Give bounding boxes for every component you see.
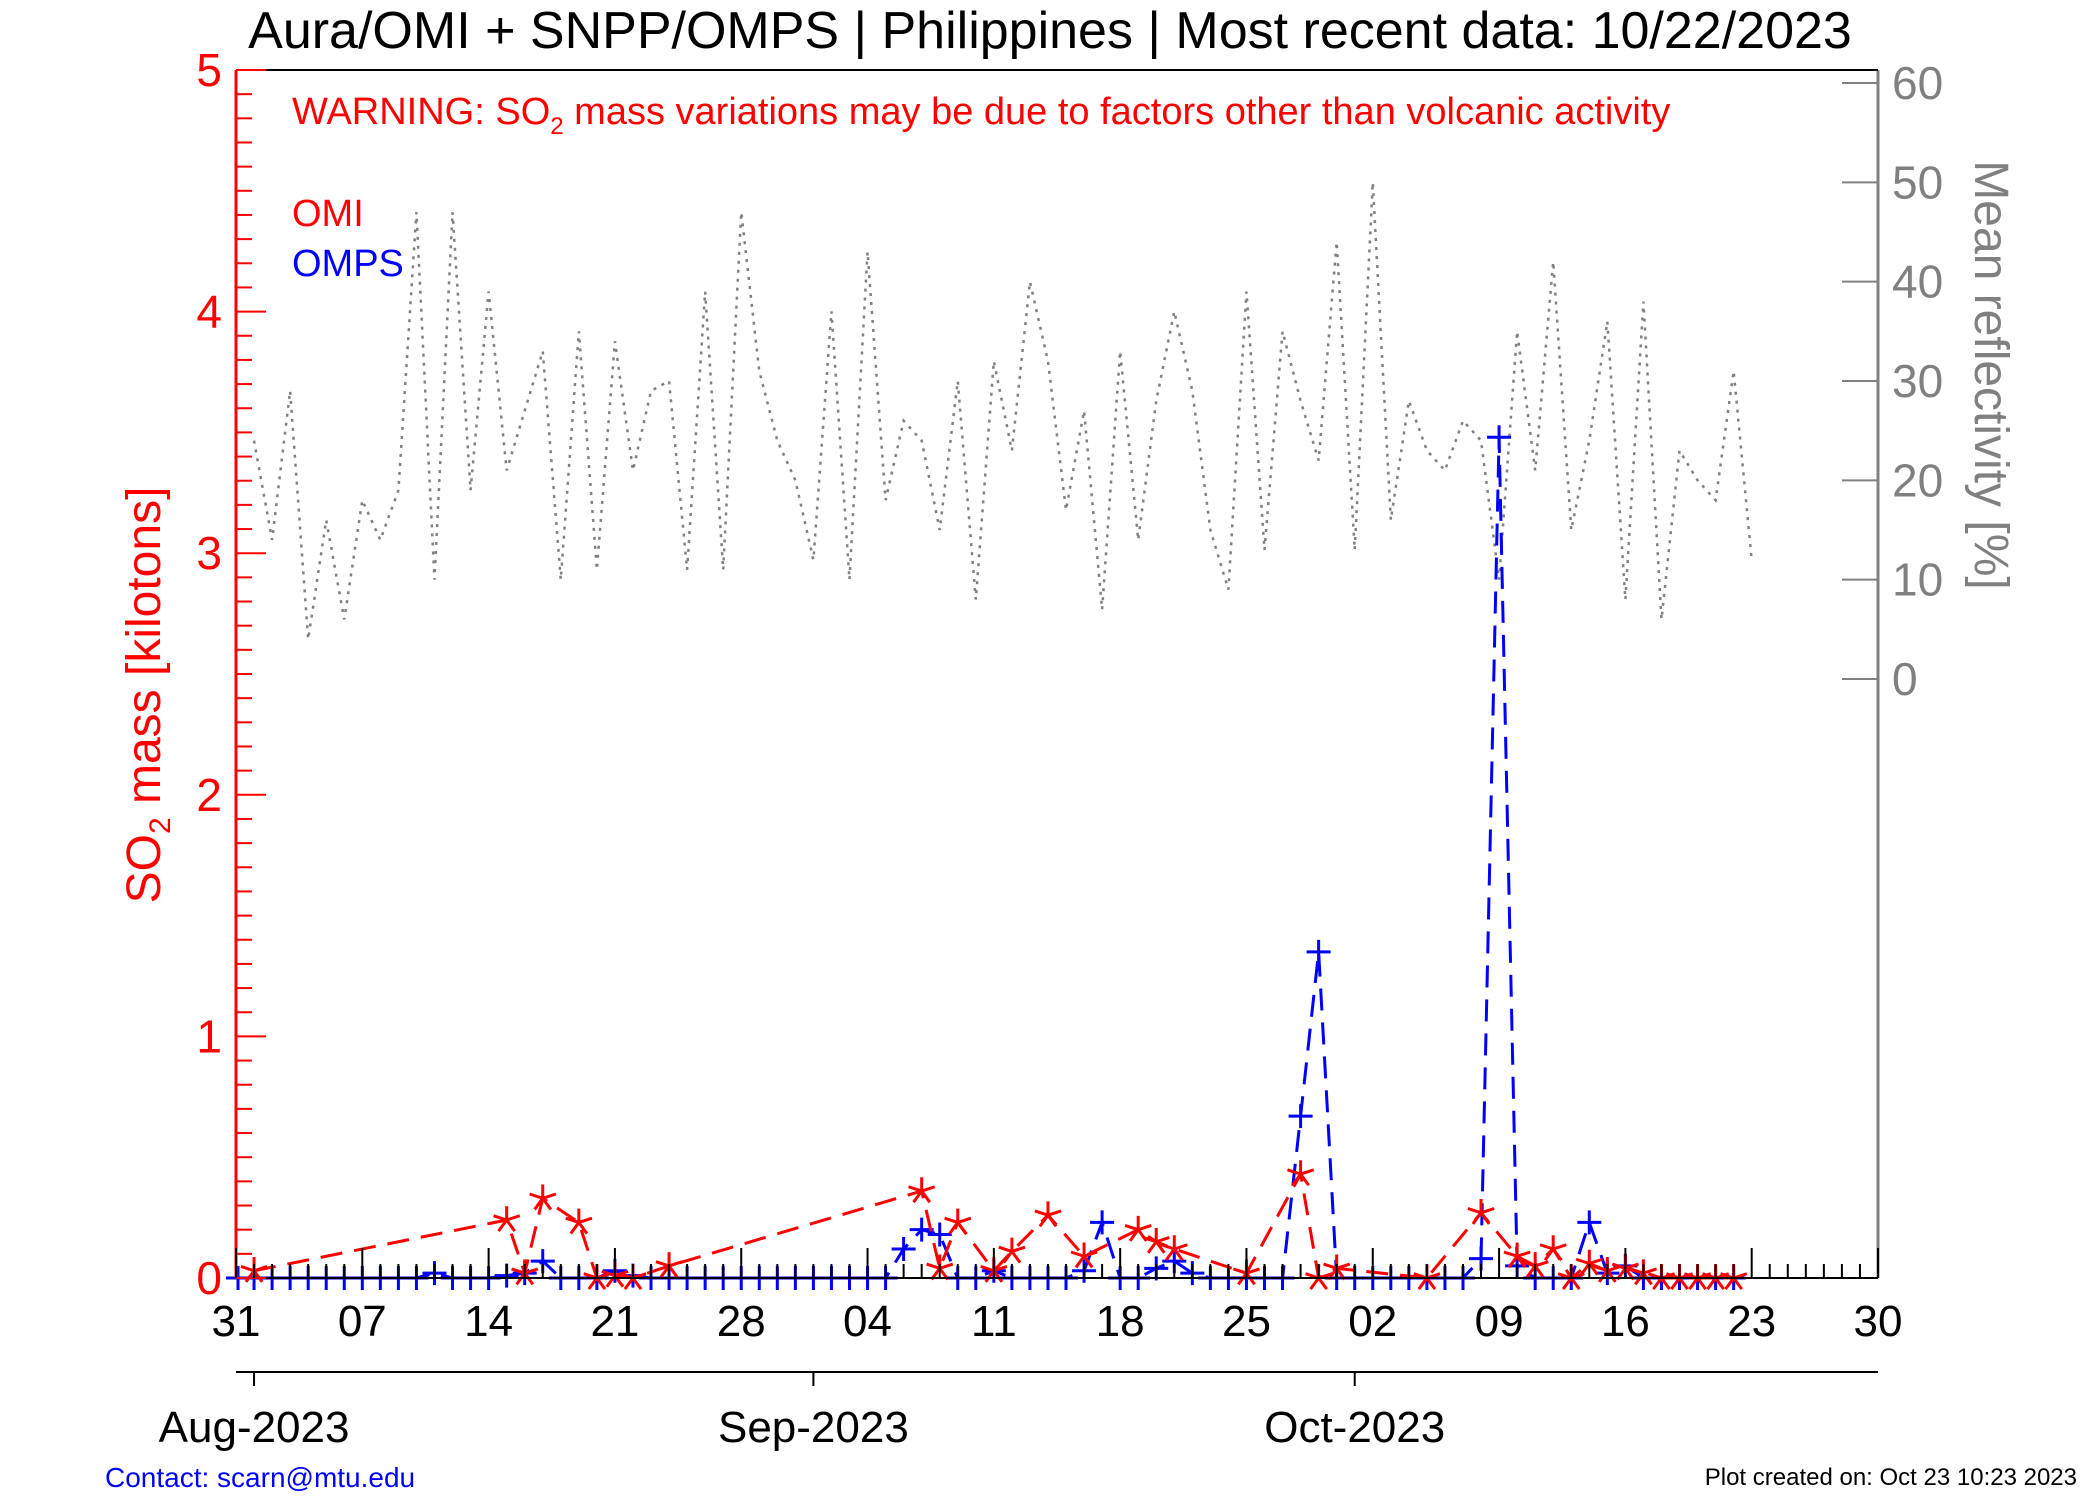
omi-point bbox=[1539, 1235, 1567, 1262]
omi-point bbox=[998, 1237, 1026, 1264]
omps-point bbox=[1487, 425, 1512, 450]
x-tick-label: 25 bbox=[1222, 1297, 1271, 1346]
omi-point bbox=[1467, 1198, 1495, 1225]
omi-point bbox=[908, 1177, 936, 1204]
y-axis-label-right: Mean reflectivity [%] bbox=[1964, 160, 2017, 589]
omps-point bbox=[927, 1222, 952, 1247]
omi-point bbox=[565, 1208, 593, 1235]
omps-point bbox=[1288, 1104, 1313, 1129]
x-tick-label: 04 bbox=[843, 1297, 892, 1346]
x-tick-label: 09 bbox=[1475, 1297, 1524, 1346]
y-right-tick-label: 20 bbox=[1892, 454, 1943, 506]
omi-point bbox=[240, 1256, 268, 1283]
y-right-tick-label: 10 bbox=[1892, 554, 1943, 606]
omi-point bbox=[1593, 1256, 1621, 1283]
omps-series bbox=[226, 425, 1746, 1290]
y-right-tick-label: 40 bbox=[1892, 256, 1943, 308]
y-left-tick-label: 0 bbox=[196, 1252, 222, 1304]
y-right-tick-label: 50 bbox=[1892, 156, 1943, 208]
omi-point bbox=[926, 1254, 954, 1281]
x-tick-label: 02 bbox=[1348, 1297, 1397, 1346]
y-left-tick-label: 3 bbox=[196, 527, 222, 579]
x-tick-label: 16 bbox=[1601, 1297, 1650, 1346]
y-left-tick-label: 4 bbox=[196, 286, 222, 338]
omps-point bbox=[1090, 1210, 1115, 1235]
contact-text: Contact: scarn@mtu.edu bbox=[105, 1462, 415, 1493]
x-tick-label: 11 bbox=[971, 1297, 1017, 1346]
omi-point bbox=[1124, 1215, 1152, 1242]
month-label: Oct-2023 bbox=[1264, 1403, 1445, 1452]
created-text: Plot created on: Oct 23 10:23 2023 bbox=[1705, 1464, 2077, 1491]
x-tick-label: 31 bbox=[212, 1297, 261, 1346]
omps-point bbox=[1577, 1210, 1602, 1235]
omps-point bbox=[1306, 939, 1331, 964]
omi-point bbox=[529, 1184, 557, 1211]
omi-point bbox=[1142, 1227, 1170, 1254]
y-left-tick-label: 5 bbox=[196, 44, 222, 96]
warning-text: WARNING: SO2 mass variations may be due … bbox=[292, 91, 1670, 140]
y-right-tick-label: 0 bbox=[1892, 653, 1918, 705]
y-left-tick-label: 2 bbox=[196, 769, 222, 821]
x-tick-label: 07 bbox=[338, 1297, 387, 1346]
x-tick-label: 18 bbox=[1096, 1297, 1145, 1346]
y-axis-label-left: SO2 mass [kilotons] bbox=[118, 487, 177, 904]
reflectivity-series bbox=[252, 182, 1753, 640]
omi-point bbox=[1287, 1160, 1315, 1187]
chart-title: Aura/OMI + SNPP/OMPS | Philippines | Mos… bbox=[248, 2, 1852, 60]
reflectivity-line bbox=[252, 182, 1753, 640]
y-right-tick-label: 60 bbox=[1892, 57, 1943, 109]
omps-point bbox=[891, 1237, 916, 1262]
legend-omi: OMI bbox=[292, 193, 364, 235]
omi-point bbox=[1503, 1242, 1531, 1269]
x-tick-label: 28 bbox=[717, 1297, 766, 1346]
omi-point bbox=[1160, 1235, 1188, 1262]
x-tick-label: 14 bbox=[464, 1297, 513, 1346]
omi-point bbox=[655, 1252, 683, 1278]
omi-point bbox=[1521, 1252, 1549, 1278]
omi-point bbox=[1034, 1201, 1062, 1228]
y-left-tick-label: 1 bbox=[196, 1010, 222, 1062]
x-tick-label: 21 bbox=[590, 1297, 639, 1346]
omi-point bbox=[493, 1206, 521, 1233]
y-right-tick-label: 30 bbox=[1892, 355, 1943, 407]
omps-line bbox=[238, 437, 1734, 1280]
omi-point bbox=[1575, 1249, 1603, 1276]
month-label: Sep-2023 bbox=[718, 1403, 909, 1452]
x-tick-label: 30 bbox=[1854, 1297, 1903, 1346]
omi-point bbox=[1323, 1254, 1351, 1281]
omi-point bbox=[1070, 1242, 1098, 1269]
x-tick-label: 23 bbox=[1727, 1297, 1776, 1346]
omi-point bbox=[944, 1208, 972, 1235]
month-label: Aug-2023 bbox=[159, 1403, 350, 1452]
legend-omps: OMPS bbox=[292, 243, 404, 285]
